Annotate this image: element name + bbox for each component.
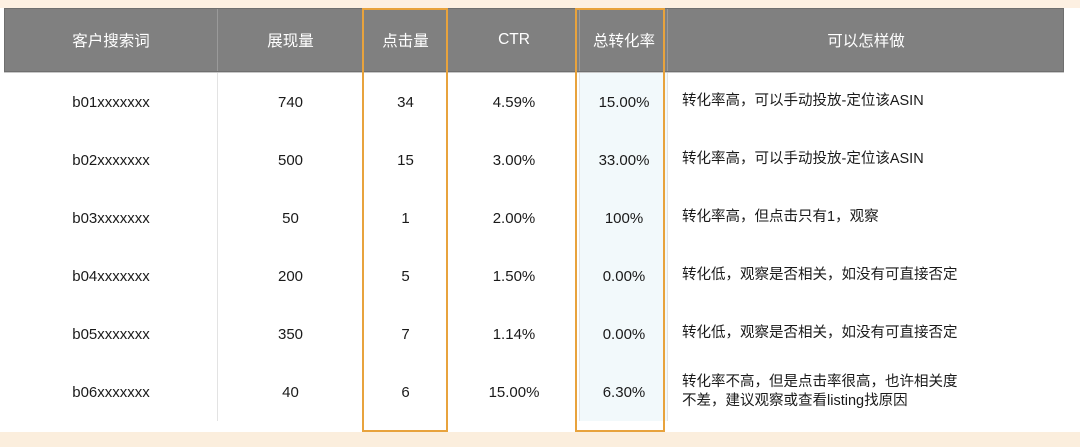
cell-clicks: 34 [363,72,448,131]
table-header: 客户搜索词 展现量 点击量 CTR 总转化率 可以怎样做 [4,8,1064,73]
cell-ctr: 4.59% [448,72,580,131]
cell-impressions: 50 [218,189,363,247]
cell-recommended-action: 转化低，观察是否相关，如没有可直接否定 [668,305,1064,363]
bottom-accent-strip [0,432,1080,447]
cell-impressions: 740 [218,72,363,131]
table-row: b03xxxxxxx 50 1 2.00% 100% 转化率高，但点击只有1，观… [4,189,1064,247]
cell-ctr: 1.14% [448,305,580,363]
column-header-ctr[interactable]: CTR [448,8,580,73]
table-row: b05xxxxxxx 350 7 1.14% 0.00% 转化低，观察是否相关，… [4,305,1064,363]
cell-recommended-action: 转化率高，但点击只有1，观察 [668,189,1064,247]
cell-recommended-action: 转化率不高，但是点击率很高，也许相关度 不差，建议观察或查看listing找原因 [668,363,1064,421]
cell-search-term: b06xxxxxxx [4,363,218,421]
cell-conversion-rate: 0.00% [580,305,668,363]
cell-search-term: b02xxxxxxx [4,131,218,189]
cell-clicks: 6 [363,363,448,421]
action-line-1: 转化率高，可以手动投放-定位该ASIN [682,151,924,168]
action-line-1: 转化低，观察是否相关，如没有可直接否定 [682,267,958,284]
table-body: b01xxxxxxx 740 34 4.59% 15.00% 转化率高，可以手动… [4,72,1064,421]
cell-conversion-rate: 33.00% [580,131,668,189]
cell-recommended-action: 转化率高，可以手动投放-定位该ASIN [668,131,1064,189]
action-line-1: 转化率高，但点击只有1，观察 [682,209,879,226]
cell-ctr: 1.50% [448,247,580,305]
cell-recommended-action: 转化率高，可以手动投放-定位该ASIN [668,72,1064,131]
cell-conversion-rate: 6.30% [580,363,668,421]
cell-impressions: 40 [218,363,363,421]
cell-impressions: 500 [218,131,363,189]
cell-impressions: 200 [218,247,363,305]
table-row: b06xxxxxxx 40 6 15.00% 6.30% 转化率不高，但是点击率… [4,363,1064,421]
cell-search-term: b01xxxxxxx [4,72,218,131]
table-row: b02xxxxxxx 500 15 3.00% 33.00% 转化率高，可以手动… [4,131,1064,189]
table-row: b01xxxxxxx 740 34 4.59% 15.00% 转化率高，可以手动… [4,72,1064,131]
column-header-customer-search-term[interactable]: 客户搜索词 [4,8,218,73]
top-accent-strip [0,0,1080,8]
table-header-row: 客户搜索词 展现量 点击量 CTR 总转化率 可以怎样做 [4,8,1064,73]
cell-search-term: b03xxxxxxx [4,189,218,247]
column-header-total-conversion-rate[interactable]: 总转化率 [580,8,668,73]
column-header-what-to-do[interactable]: 可以怎样做 [827,33,905,50]
cell-clicks: 7 [363,305,448,363]
cell-ctr: 3.00% [448,131,580,189]
cell-clicks: 1 [363,189,448,247]
column-header-clicks[interactable]: 点击量 [363,8,448,73]
cell-clicks: 15 [363,131,448,189]
cell-recommended-action: 转化低，观察是否相关，如没有可直接否定 [668,247,1064,305]
cell-ctr: 2.00% [448,189,580,247]
cell-conversion-rate: 15.00% [580,72,668,131]
cell-conversion-rate: 0.00% [580,247,668,305]
cell-search-term: b05xxxxxxx [4,305,218,363]
action-line-2: 不差，建议观察或查看listing找原因 [682,393,908,409]
search-term-analysis-table: 客户搜索词 展现量 点击量 CTR 总转化率 可以怎样做 b01xxxxxxx … [4,8,1064,421]
action-line-1: 转化率不高，但是点击率很高，也许相关度 [682,373,958,390]
action-line-1: 转化率高，可以手动投放-定位该ASIN [682,93,924,110]
cell-impressions: 350 [218,305,363,363]
cell-search-term: b04xxxxxxx [4,247,218,305]
column-header-impressions[interactable]: 展现量 [218,8,363,73]
action-line-1: 转化低，观察是否相关，如没有可直接否定 [682,325,958,342]
cell-clicks: 5 [363,247,448,305]
cell-ctr: 15.00% [448,363,580,421]
search-term-table-wrapper: 客户搜索词 展现量 点击量 CTR 总转化率 可以怎样做 b01xxxxxxx … [4,8,1064,432]
cell-conversion-rate: 100% [580,189,668,247]
table-row: b04xxxxxxx 200 5 1.50% 0.00% 转化低，观察是否相关，… [4,247,1064,305]
